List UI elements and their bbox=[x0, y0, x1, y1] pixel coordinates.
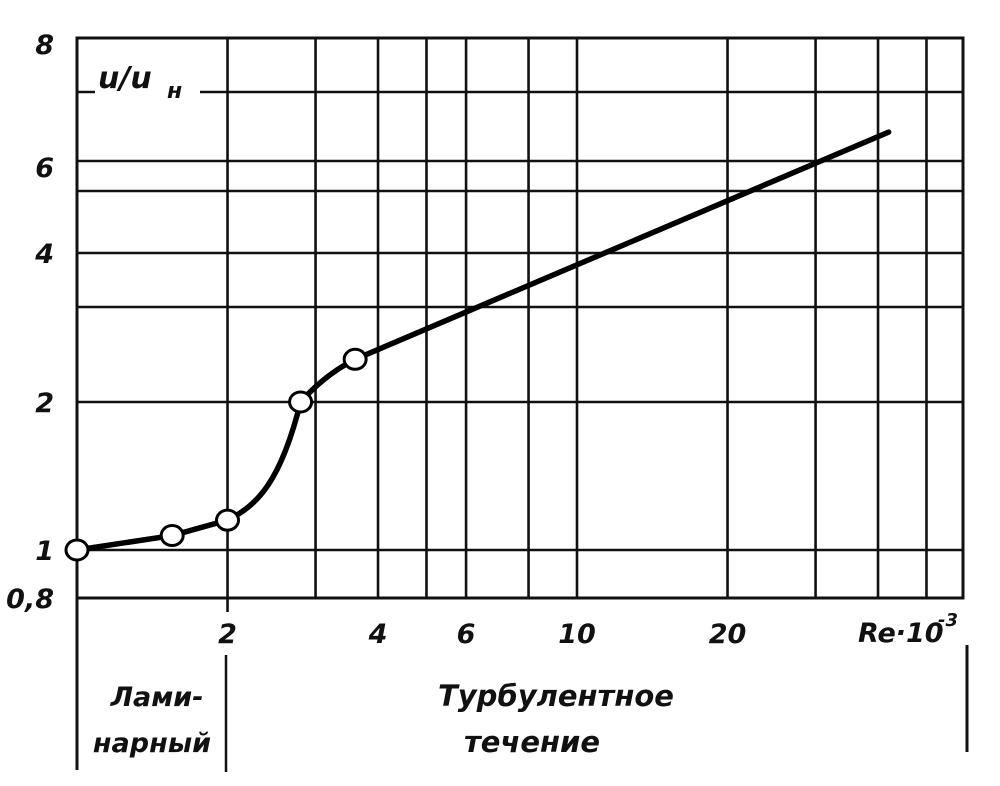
x-tick-label: 10 bbox=[558, 619, 596, 650]
data-series bbox=[64, 129, 892, 562]
x-tick-label: 6 bbox=[457, 619, 476, 650]
x-axis-label: Re·10 bbox=[858, 618, 944, 649]
x-tick-label: 20 bbox=[709, 619, 747, 650]
y-tick-label: 2 bbox=[35, 388, 54, 419]
region-label-laminar-line2: нарный bbox=[93, 728, 211, 759]
y-tick-label: 1 bbox=[35, 536, 54, 567]
region-label-turbulent-line1: Турбулентное bbox=[438, 679, 674, 713]
ylabel-background bbox=[95, 66, 200, 100]
y-tick-label: 0,8 bbox=[6, 584, 54, 615]
tick-labels: 2 4 6 10 20 0,8 1 2 4 6 8 bbox=[6, 30, 746, 650]
data-point bbox=[64, 538, 90, 562]
y-axis-label: u/u bbox=[98, 61, 152, 96]
series-line bbox=[74, 129, 892, 553]
region-label-turbulent-line2: течение bbox=[464, 725, 600, 759]
y-tick-label: 8 bbox=[35, 30, 54, 61]
plot-frame bbox=[75, 36, 965, 600]
x-tick-label: 2 bbox=[218, 619, 237, 650]
y-tick-label: 4 bbox=[34, 239, 54, 270]
x-tick-label: 4 bbox=[368, 619, 388, 650]
region-label-laminar-line1: Лами- bbox=[110, 682, 204, 713]
y-axis-label-subscript: н bbox=[167, 79, 182, 104]
data-point bbox=[215, 508, 241, 532]
data-point bbox=[342, 347, 368, 371]
y-tick-label: 6 bbox=[35, 153, 54, 184]
x-axis-label-superscript: -3 bbox=[938, 610, 958, 631]
data-point bbox=[288, 390, 314, 414]
data-point bbox=[159, 524, 185, 548]
